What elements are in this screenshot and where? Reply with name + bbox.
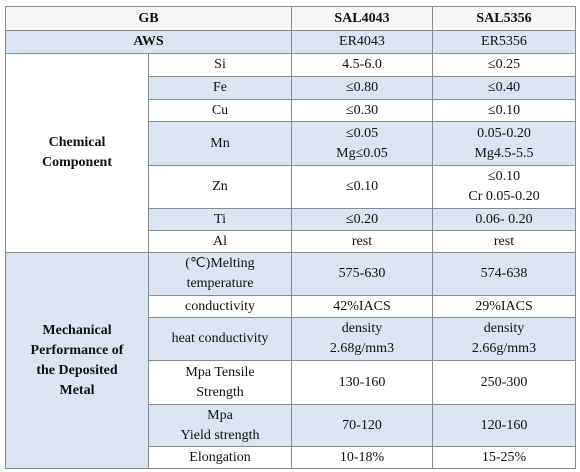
value-cell: rest — [291, 230, 433, 253]
header-cell: AWS — [5, 30, 292, 54]
header-cell: ER5356 — [432, 30, 576, 54]
table-row: Fe ≤0.80 ≤0.40 — [5, 76, 576, 100]
table-row: Cu ≤0.30 ≤0.10 — [6, 99, 576, 122]
value-cell: 70-120 — [291, 404, 433, 447]
value-cell: ≤0.10 Cr 0.05-0.20 — [432, 165, 576, 209]
value-cell: 15-25% — [432, 446, 576, 469]
parameter-cell: Mn — [148, 121, 292, 166]
value-cell: 10-18% — [291, 446, 433, 469]
value-cell: 0.06- 0.20 — [432, 208, 576, 231]
parameter-cell: Mpa Yield strength — [148, 404, 292, 447]
header-cell: GB — [5, 6, 292, 31]
value-cell: ≤0.25 — [432, 53, 576, 77]
table-row: Ti ≤0.20 0.06- 0.20 — [5, 208, 576, 231]
parameter-cell: Fe — [148, 76, 292, 100]
value-cell: rest — [432, 230, 576, 253]
parameter-cell: heat conductivity — [148, 317, 292, 361]
value-cell: density 2.66g/mm3 — [432, 317, 576, 361]
value-cell: ≤0.20 — [291, 208, 433, 231]
parameter-cell: Elongation — [148, 446, 292, 469]
group-label: Mechanical Performance of the Deposited … — [5, 252, 149, 469]
value-cell: 29%IACS — [432, 295, 576, 318]
table-row: Mpa Tensile Strength 130-160 250-300 — [6, 360, 576, 405]
parameter-cell: Si — [148, 53, 292, 77]
parameter-cell: Cu — [148, 99, 292, 122]
table-row: Chemical Component Si 4.5-6.0 ≤0.25 — [5, 53, 576, 253]
value-cell: 575-630 — [291, 252, 433, 296]
value-cell: 130-160 — [291, 360, 433, 405]
parameter-cell: Al — [148, 230, 292, 253]
table-row: Zn ≤0.10 ≤0.10 Cr 0.05-0.20 — [6, 165, 576, 209]
value-cell: ≤0.10 — [291, 165, 433, 209]
parameter-cell: Mpa Tensile Strength — [148, 360, 292, 405]
value-cell: 250-300 — [432, 360, 576, 405]
value-cell: ≤0.30 — [291, 99, 433, 122]
value-cell: ≤0.40 — [432, 76, 576, 100]
header-cell: SAL5356 — [432, 6, 576, 31]
group-label: Chemical Component — [5, 53, 149, 253]
header-cell: SAL4043 — [291, 6, 433, 31]
value-cell: density 2.68g/mm3 — [291, 317, 433, 361]
parameter-cell: Ti — [148, 208, 292, 231]
parameter-cell: Zn — [148, 165, 292, 209]
value-cell: 574-638 — [432, 252, 576, 296]
value-cell: ≤0.10 — [432, 99, 576, 122]
value-cell: 42%IACS — [291, 295, 433, 318]
table-row: Al rest rest — [6, 230, 576, 253]
table-row: Mechanical Performance of the Deposited … — [5, 252, 576, 469]
table-row: GB SAL4043 SAL5356 — [5, 6, 576, 31]
table-body: GB SAL4043 SAL5356 AWS ER4043 ER5356 Chemical … — [5, 6, 576, 469]
value-cell: ≤0.80 — [291, 76, 433, 100]
value-cell: 0.05-0.20 Mg4.5-5.5 — [432, 121, 576, 166]
parameter-cell: conductivity — [148, 295, 292, 318]
value-cell: 4.5-6.0 — [291, 53, 433, 77]
value-cell: ≤0.05 Mg≤0.05 — [291, 121, 433, 166]
spec-table: GB SAL4043 SAL5356 AWS ER4043 ER5356 Chemical … — [5, 6, 576, 469]
table-row: Elongation 10-18% 15-25% — [6, 446, 576, 469]
parameter-cell: (℃)Melting temperature — [148, 252, 292, 296]
value-cell: 120-160 — [432, 404, 576, 447]
table-row: AWS ER4043 ER5356 — [5, 30, 576, 54]
header-cell: ER4043 — [291, 30, 433, 54]
